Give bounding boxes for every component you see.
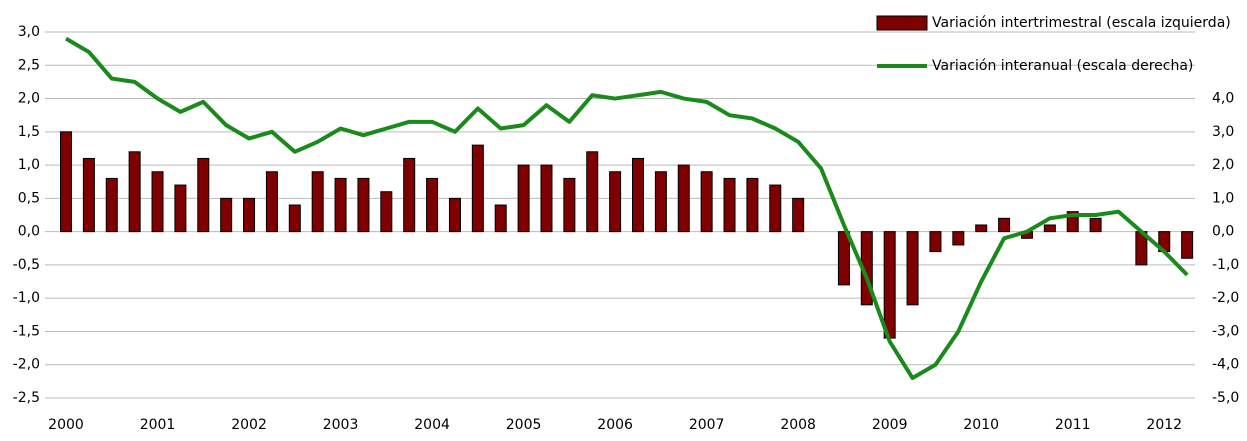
x-tick-label: 2007 xyxy=(689,417,725,433)
legend-label: Variación interanual (escala derecha) xyxy=(932,58,1193,74)
y-tick-label: -1,0 xyxy=(13,290,40,306)
x-tick-label: 2008 xyxy=(780,417,816,433)
bar xyxy=(1043,224,1056,233)
bar xyxy=(517,164,530,233)
bar xyxy=(82,157,95,233)
x-tick-label: 2010 xyxy=(963,417,999,433)
bar xyxy=(769,184,782,233)
bar xyxy=(311,171,324,233)
y-tick-label: 1,0 xyxy=(18,157,40,173)
y2-tick-label: -1,0 xyxy=(1212,257,1239,273)
y-tick-label: 0,0 xyxy=(18,224,40,240)
bar xyxy=(906,231,919,306)
bar xyxy=(540,164,553,233)
bar xyxy=(654,171,667,233)
y2-tick-label: 1,0 xyxy=(1212,190,1234,206)
bar xyxy=(471,144,484,233)
bar xyxy=(151,171,164,233)
bar xyxy=(609,171,622,233)
x-tick-label: 2011 xyxy=(1055,417,1091,433)
x-tick-label: 2006 xyxy=(597,417,633,433)
y2-tick-label: 0,0 xyxy=(1212,224,1234,240)
bar xyxy=(60,131,72,233)
bar xyxy=(334,177,347,233)
bar xyxy=(792,197,805,233)
y2-tick-label: -4,0 xyxy=(1212,357,1239,373)
y2-tick-label: -5,0 xyxy=(1212,390,1239,406)
bar xyxy=(883,231,896,339)
bar xyxy=(105,177,118,233)
bar xyxy=(1066,211,1079,233)
bar xyxy=(723,177,736,233)
line xyxy=(64,36,1189,381)
y-tick-label: -2,0 xyxy=(13,357,40,373)
x-tick-label: 2005 xyxy=(506,417,542,433)
bar xyxy=(1181,231,1194,259)
bar xyxy=(998,217,1011,233)
bar xyxy=(586,151,599,233)
bar xyxy=(837,231,850,286)
y-tick-label: 2,0 xyxy=(18,91,40,107)
bar xyxy=(563,177,576,233)
bar xyxy=(220,197,233,233)
bar xyxy=(677,164,690,233)
y-tick-label: 1,5 xyxy=(18,124,40,140)
bar xyxy=(746,177,759,233)
bar xyxy=(952,231,965,246)
y2-tick-label: 3,0 xyxy=(1212,124,1234,140)
bar xyxy=(357,177,370,233)
x-tick-label: 2000 xyxy=(48,417,84,433)
bar xyxy=(243,197,256,233)
x-tick-label: 2001 xyxy=(140,417,176,433)
x-tick-label: 2003 xyxy=(323,417,359,433)
y2-tick-label: -2,0 xyxy=(1212,290,1239,306)
y-tick-label: 2,5 xyxy=(18,57,40,73)
bar xyxy=(265,171,278,233)
y-tick-label: -1,5 xyxy=(13,323,40,339)
x-tick-label: 2009 xyxy=(872,417,908,433)
y2-tick-label: 2,0 xyxy=(1212,157,1234,173)
legend-label: Variación intertrimestral (escala izquie… xyxy=(932,15,1231,31)
bar xyxy=(700,171,713,233)
bar xyxy=(975,224,988,233)
bar xyxy=(929,231,942,253)
bar xyxy=(128,151,141,233)
x-tick-label: 2002 xyxy=(231,417,267,433)
y2-tick-label: 4,0 xyxy=(1212,91,1234,107)
y-tick-label: 3,0 xyxy=(18,24,40,40)
bar xyxy=(448,197,461,233)
bar xyxy=(426,177,439,233)
y-tick-label: -0,5 xyxy=(13,257,40,273)
bar xyxy=(403,157,416,233)
bar xyxy=(494,204,507,233)
y-tick-label: 0,5 xyxy=(18,190,40,206)
bar xyxy=(197,157,210,233)
bar xyxy=(288,204,301,233)
x-tick-label: 2004 xyxy=(414,417,450,433)
y-tick-label: -2,5 xyxy=(13,390,40,406)
bar xyxy=(1089,217,1102,233)
x-tick-label: 2012 xyxy=(1146,417,1182,433)
bar xyxy=(632,157,644,233)
bar xyxy=(174,184,187,233)
y2-tick-label: -3,0 xyxy=(1212,323,1239,339)
bar xyxy=(380,191,393,233)
legend-swatch xyxy=(876,15,928,31)
